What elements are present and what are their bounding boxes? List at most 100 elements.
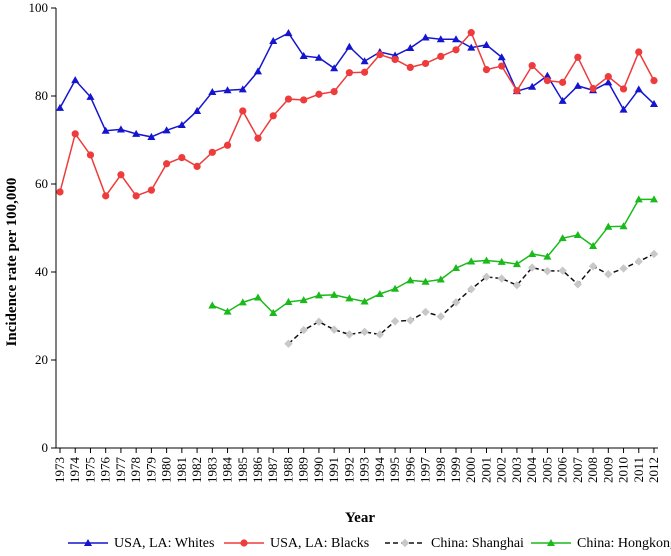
x-tick-label: 2000 — [463, 457, 478, 483]
legend-marker — [240, 539, 248, 547]
x-tick-label: 1981 — [174, 457, 189, 483]
data-point — [421, 307, 430, 317]
data-point — [269, 308, 278, 316]
data-point — [436, 35, 445, 43]
data-point — [299, 296, 308, 304]
data-point — [86, 151, 95, 159]
series-0 — [55, 29, 659, 140]
data-point — [55, 103, 65, 111]
x-tick-label: 2003 — [509, 457, 524, 483]
data-point — [238, 298, 247, 306]
data-point — [482, 256, 491, 264]
data-point — [558, 234, 567, 242]
data-point — [376, 51, 384, 59]
data-point — [56, 188, 64, 196]
data-point — [299, 325, 308, 335]
series-line — [59, 31, 655, 198]
data-point — [238, 85, 247, 93]
x-tick-label: 1979 — [143, 457, 158, 483]
legend-marker — [83, 538, 93, 547]
data-point — [527, 263, 537, 272]
data-point — [543, 71, 552, 79]
series-line — [59, 32, 655, 138]
data-point — [330, 88, 338, 96]
data-point — [406, 316, 415, 325]
x-tick-label: 1984 — [220, 457, 235, 484]
data-point — [498, 62, 506, 70]
data-point — [101, 126, 110, 134]
data-point — [86, 92, 95, 100]
data-point — [604, 73, 612, 81]
data-point — [132, 129, 141, 137]
data-point — [543, 252, 552, 260]
data-point — [345, 42, 354, 50]
legend-item: USA, LA: Blacks — [224, 536, 369, 551]
data-point — [649, 99, 659, 107]
legend-item: USA, LA: Whites — [68, 536, 214, 551]
x-tick-label: 1997 — [418, 457, 433, 484]
data-point — [497, 257, 506, 265]
data-point — [452, 46, 460, 54]
data-point — [482, 272, 491, 282]
x-tick-label: 1996 — [402, 457, 417, 484]
data-point — [223, 141, 232, 149]
y-tick-label: 40 — [35, 264, 48, 279]
legend-marker — [546, 538, 556, 547]
series-2 — [284, 249, 659, 348]
x-tick-label: 2002 — [494, 457, 509, 483]
data-point — [467, 29, 475, 37]
y-axis-label: Incidence rate per 100,000 — [4, 178, 20, 347]
x-tick-label: 1978 — [128, 457, 143, 483]
data-point — [147, 132, 156, 140]
data-point — [193, 162, 201, 170]
x-tick-label: 1999 — [448, 457, 463, 483]
data-point — [634, 257, 643, 266]
data-point — [177, 121, 186, 129]
data-point — [284, 95, 293, 103]
data-point — [269, 36, 278, 45]
data-point — [421, 59, 430, 68]
data-point — [649, 195, 659, 203]
data-point — [71, 130, 79, 138]
data-point — [421, 277, 430, 285]
x-tick-label: 1989 — [296, 457, 311, 483]
data-point — [390, 317, 400, 326]
data-point — [589, 242, 598, 250]
legend-marker — [400, 538, 410, 548]
data-point — [116, 125, 125, 133]
x-tick-label: 1998 — [433, 457, 448, 483]
x-tick-label: 1987 — [265, 457, 280, 484]
data-point — [300, 96, 308, 104]
legend-label: USA, LA: Blacks — [270, 536, 369, 551]
x-tick-label: 2005 — [539, 457, 554, 483]
data-point — [619, 264, 628, 273]
data-point — [604, 269, 613, 279]
data-point — [132, 192, 140, 200]
data-point — [330, 290, 339, 298]
data-point — [284, 29, 293, 37]
x-tick-label: 2010 — [616, 457, 631, 483]
data-point — [573, 231, 582, 239]
data-point — [360, 327, 369, 337]
data-point — [512, 280, 522, 290]
data-point — [588, 262, 598, 271]
x-tick-label: 1977 — [113, 457, 128, 484]
data-point — [497, 53, 506, 61]
x-tick-label: 1983 — [204, 457, 219, 483]
x-tick-label: 1975 — [82, 457, 97, 483]
x-tick-label: 1974 — [67, 457, 82, 484]
x-tick-label: 1985 — [235, 457, 250, 483]
y-tick-label: 60 — [35, 176, 48, 191]
data-point — [223, 86, 232, 94]
data-point — [436, 275, 445, 283]
data-point — [361, 68, 369, 76]
x-axis-ticks: 1973 1974 1975 1976 1977 1978 1979 1980 1981 1982… — [52, 448, 661, 483]
y-tick-label: 100 — [29, 0, 49, 15]
x-tick-label: 2004 — [524, 457, 539, 484]
y-tick-label: 80 — [35, 88, 48, 103]
legend-label: USA, LA: Whites — [114, 536, 214, 551]
chart-axes — [55, 8, 658, 449]
data-point — [314, 53, 323, 61]
data-point — [360, 57, 369, 65]
